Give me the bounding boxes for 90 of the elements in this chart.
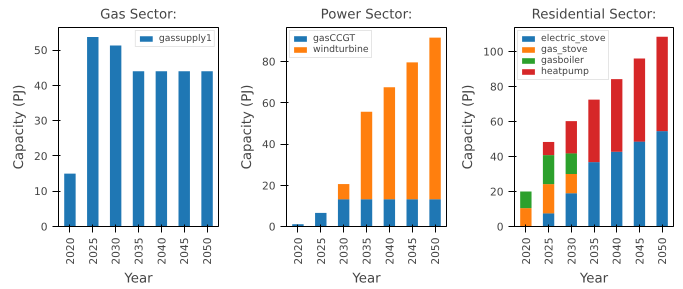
- x-tick-label: 2045: [633, 237, 646, 265]
- bar: [611, 152, 622, 226]
- y-axis-title: Capacity (PJ): [461, 84, 476, 170]
- x-tick-label: 2045: [178, 237, 192, 265]
- bar: [360, 199, 372, 226]
- x-tick-label: 2030: [565, 237, 578, 265]
- y-tick-label: 80: [490, 80, 504, 94]
- x-tick-label: 2020: [292, 237, 305, 265]
- bar: [542, 155, 554, 184]
- bar: [566, 193, 577, 226]
- bar: [110, 45, 122, 226]
- x-tick-label: 2030: [338, 237, 351, 265]
- chart-title: Gas Sector:: [100, 8, 177, 22]
- y-tick-label: 40: [490, 150, 504, 164]
- bar: [132, 71, 144, 226]
- y-axis-title: Capacity (PJ): [240, 84, 255, 170]
- x-tick-label: 2040: [610, 237, 624, 265]
- legend-label: gassupply1: [158, 33, 212, 44]
- y-tick-label: 50: [34, 44, 48, 58]
- x-axis-title: Year: [123, 272, 154, 287]
- x-tick-label: 2040: [155, 237, 168, 265]
- y-tick-label: 0: [40, 220, 48, 234]
- y-tick-label: 20: [490, 185, 504, 198]
- y-tick-label: 40: [262, 138, 276, 152]
- y-tick-label: 100: [483, 45, 504, 58]
- bar: [542, 213, 554, 226]
- legend-label: heatpump: [541, 66, 589, 77]
- x-tick-label: 2025: [542, 237, 556, 265]
- legend-label: windturbine: [313, 44, 369, 55]
- bar: [542, 184, 554, 214]
- bar: [338, 184, 350, 200]
- bar: [588, 100, 600, 162]
- bar: [566, 153, 577, 174]
- bar: [634, 142, 646, 226]
- bar: [156, 71, 168, 226]
- bar: [178, 71, 190, 226]
- bar: [64, 174, 76, 226]
- bar: [634, 58, 646, 142]
- bar: [87, 37, 98, 226]
- y-tick-label: 60: [262, 96, 276, 110]
- bar: [338, 199, 350, 226]
- bar: [656, 36, 668, 132]
- bar: [384, 199, 396, 226]
- legend-label: electric_stove: [541, 33, 606, 44]
- x-tick-label: 2020: [520, 237, 533, 265]
- chart-title: Residential Sector:: [532, 8, 656, 22]
- bar: [520, 208, 532, 226]
- y-tick-label: 20: [34, 150, 48, 163]
- bar: [406, 199, 418, 226]
- x-axis-title: Year: [351, 272, 382, 287]
- y-axis-title: Capacity (PJ): [12, 84, 27, 170]
- x-tick-label: 2035: [360, 237, 374, 265]
- bar: [611, 79, 622, 152]
- legend-label: gas_stove: [541, 44, 588, 55]
- x-tick-label: 2035: [132, 237, 146, 265]
- bar: [566, 174, 577, 194]
- bar: [656, 131, 668, 226]
- y-tick-label: 0: [496, 220, 504, 234]
- x-tick-label: 2045: [406, 237, 420, 265]
- y-tick-label: 0: [268, 220, 276, 234]
- bar: [360, 112, 372, 200]
- x-tick-label: 2030: [110, 237, 123, 265]
- y-tick-label: 20: [262, 179, 276, 192]
- legend-label: gasCCGT: [313, 33, 356, 44]
- bar: [201, 71, 213, 226]
- chart-title: Power Sector:: [320, 8, 412, 22]
- x-tick-label: 2035: [588, 237, 601, 265]
- x-tick-label: 2020: [64, 237, 77, 265]
- x-tick-label: 2050: [429, 237, 442, 265]
- y-tick-label: 40: [34, 79, 48, 92]
- legend-label: gasboiler: [541, 55, 584, 66]
- bar: [520, 191, 532, 208]
- bar: [429, 38, 441, 200]
- bar: [406, 62, 418, 200]
- bar: [429, 199, 441, 226]
- bar: [542, 142, 554, 156]
- y-tick-label: 60: [490, 115, 504, 128]
- y-tick-label: 80: [262, 56, 276, 69]
- x-axis-title: Year: [578, 272, 609, 287]
- bar: [384, 87, 396, 200]
- bar: [315, 212, 326, 226]
- bar: [588, 162, 600, 226]
- bar: [566, 121, 577, 154]
- x-tick-label: 2025: [86, 237, 100, 265]
- x-tick-label: 2050: [656, 237, 670, 265]
- y-tick-label: 30: [34, 114, 48, 128]
- y-tick-label: 10: [34, 185, 48, 198]
- x-tick-label: 2025: [314, 237, 328, 265]
- x-tick-label: 2040: [383, 237, 396, 265]
- x-tick-label: 2050: [201, 237, 214, 265]
